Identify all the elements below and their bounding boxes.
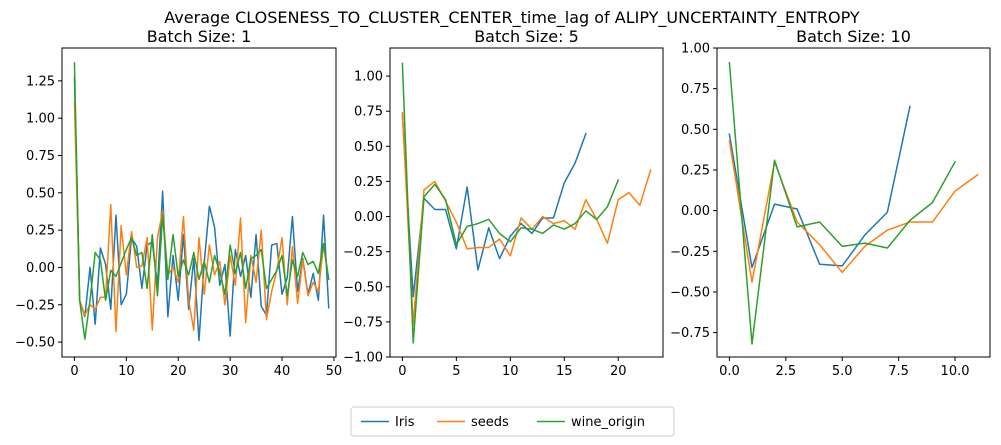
legend-label-seeds: seeds — [471, 415, 509, 430]
subplot-title: Batch Size: 10 — [796, 27, 911, 46]
x-tick-label: 2.5 — [775, 364, 796, 379]
x-tick-label: 50 — [326, 364, 343, 379]
subplot-1: 0 10 20 30 40 50 −0.50 −0.25 0.00 0.25 0.50 0.75 1.0… — [15, 27, 342, 379]
series-line-Iris — [73, 77, 330, 342]
series-group — [728, 61, 979, 345]
x-tick-label: 20 — [170, 364, 187, 379]
y-tick-label: 0.50 — [26, 186, 55, 201]
y-tick-label: 0.25 — [354, 175, 383, 190]
y-tick-label: 1.00 — [26, 112, 55, 127]
y-tick-label: −0.50 — [670, 285, 710, 300]
x-tick-label: 10 — [118, 364, 135, 379]
x-tick-label: 0 — [398, 364, 406, 379]
series-line-seeds — [728, 139, 979, 283]
x-tick-label: 5 — [452, 364, 460, 379]
axes-layer: 0 10 20 30 40 50−0.50−0.250.000.250.500.751.0… — [15, 27, 991, 379]
x-tick-label: 15 — [556, 364, 573, 379]
subplot-title: Batch Size: 5 — [474, 27, 579, 46]
series-line-seeds — [401, 111, 652, 326]
series-line-wine-origin — [401, 62, 620, 344]
x-tick-label: 30 — [222, 364, 239, 379]
x-tick-label: 20 — [610, 364, 627, 379]
x-tick-label: 10 — [502, 364, 519, 379]
series-group — [73, 62, 330, 342]
y-tick-label: 0.00 — [681, 204, 710, 219]
x-tick-label: 0.0 — [719, 364, 740, 379]
y-tick-label: 0.25 — [26, 224, 55, 239]
y-tick-label: 0.00 — [26, 261, 55, 276]
y-tick-label: 0.00 — [354, 210, 383, 225]
y-tick-label: 0.75 — [26, 149, 55, 164]
x-tick-label: 40 — [274, 364, 291, 379]
x-tick-label: 7.5 — [888, 364, 909, 379]
y-tick-label: 1.00 — [681, 42, 710, 57]
series-line-wine-origin — [728, 61, 957, 345]
y-tick-label: −0.75 — [343, 315, 383, 330]
y-tick-label: 0.25 — [681, 163, 710, 178]
y-tick-label: 1.00 — [354, 70, 383, 85]
legend-frame — [350, 406, 675, 437]
y-tick-label: −0.25 — [15, 298, 55, 313]
series-line-Iris — [728, 105, 911, 269]
series-line-Iris — [401, 114, 587, 298]
y-tick-label: −0.25 — [670, 245, 710, 260]
y-tick-label: −0.75 — [670, 326, 710, 341]
y-tick-label: 0.75 — [681, 82, 710, 97]
y-tick-label: 0.50 — [354, 140, 383, 155]
x-tick-label: 5.0 — [832, 364, 853, 379]
series-group — [401, 62, 652, 344]
y-tick-label: −0.25 — [343, 245, 383, 260]
series-line-wine-origin — [73, 62, 330, 340]
axes-frame — [61, 47, 337, 358]
axes-frame — [389, 47, 664, 358]
subplot-title: Batch Size: 1 — [147, 27, 252, 46]
figure-suptitle: Average CLOSENESS_TO_CLUSTER_CENTER_time… — [164, 8, 860, 28]
legend-label-wine-origin: wine_origin — [571, 415, 645, 430]
subplot-2: 0 5 10 15 20 −1.00 −0.75 −0.50 −0.25 0.00 0.25 0.50… — [343, 27, 664, 379]
y-tick-label: 0.50 — [681, 123, 710, 138]
y-tick-label: 1.25 — [26, 74, 55, 89]
x-tick-label: 0 — [70, 364, 78, 379]
x-tick-label: 10.0 — [941, 364, 970, 379]
legend: Iris seeds wine_origin — [350, 406, 675, 437]
y-tick-label: 0.75 — [354, 105, 383, 120]
y-tick-label: −0.50 — [343, 280, 383, 295]
y-tick-label: −0.50 — [15, 336, 55, 351]
y-tick-label: −1.00 — [343, 351, 383, 366]
axes-frame — [716, 47, 991, 358]
legend-label-Iris: Iris — [395, 415, 415, 430]
subplot-3: 0.0 2.5 5.0 7.5 10.0 −0.75 −0.50 −0.25 0.00 0.25 0… — [670, 27, 991, 379]
